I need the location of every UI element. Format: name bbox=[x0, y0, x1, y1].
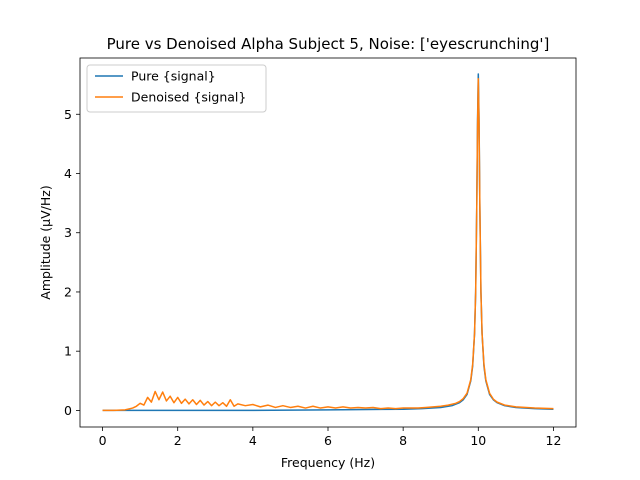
legend-label-denoised: Denoised {signal} bbox=[131, 90, 246, 105]
x-tick-label: 2 bbox=[174, 433, 182, 448]
x-axis: 0 2 4 6 8 10 12 bbox=[99, 427, 562, 448]
series-line-pure bbox=[102, 73, 554, 412]
y-axis-label: Amplitude (μV/Hz) bbox=[38, 185, 53, 299]
x-tick-label: 12 bbox=[546, 433, 562, 448]
x-axis-label: Frequency (Hz) bbox=[281, 455, 375, 470]
plot-frame bbox=[79, 57, 577, 428]
y-tick-label: 4 bbox=[64, 166, 72, 181]
x-tick-label: 4 bbox=[249, 433, 257, 448]
y-tick-label: 2 bbox=[64, 284, 72, 299]
legend-box bbox=[86, 64, 267, 113]
y-axis: 0 1 2 3 4 5 bbox=[64, 107, 80, 418]
legend: Pure {signal} Denoised {signal} bbox=[86, 64, 267, 113]
y-tick-label: 1 bbox=[64, 344, 72, 359]
legend-label-pure: Pure {signal} bbox=[131, 69, 216, 84]
y-tick-label: 3 bbox=[64, 225, 72, 240]
series-line-denoised bbox=[102, 77, 554, 412]
y-tick-label: 0 bbox=[64, 403, 72, 418]
x-tick-label: 6 bbox=[324, 433, 332, 448]
plot-lines bbox=[102, 73, 554, 412]
chart-title: Pure vs Denoised Alpha Subject 5, Noise:… bbox=[107, 35, 550, 53]
x-tick-label: 10 bbox=[470, 433, 486, 448]
x-tick-label: 8 bbox=[399, 433, 407, 448]
y-tick-label: 5 bbox=[64, 107, 72, 122]
x-tick-label: 0 bbox=[99, 433, 107, 448]
